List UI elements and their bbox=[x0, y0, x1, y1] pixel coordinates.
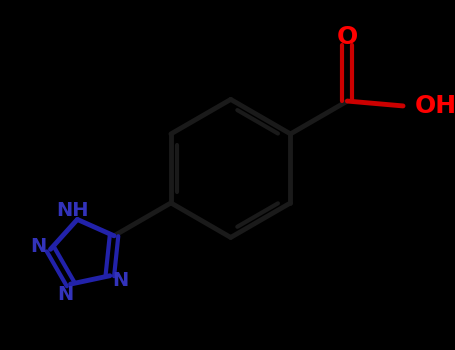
Text: NH: NH bbox=[56, 201, 88, 220]
Text: N: N bbox=[57, 285, 73, 304]
Text: O: O bbox=[337, 25, 358, 49]
Text: OH: OH bbox=[415, 94, 455, 118]
Text: N: N bbox=[30, 237, 47, 256]
Text: N: N bbox=[112, 272, 128, 290]
